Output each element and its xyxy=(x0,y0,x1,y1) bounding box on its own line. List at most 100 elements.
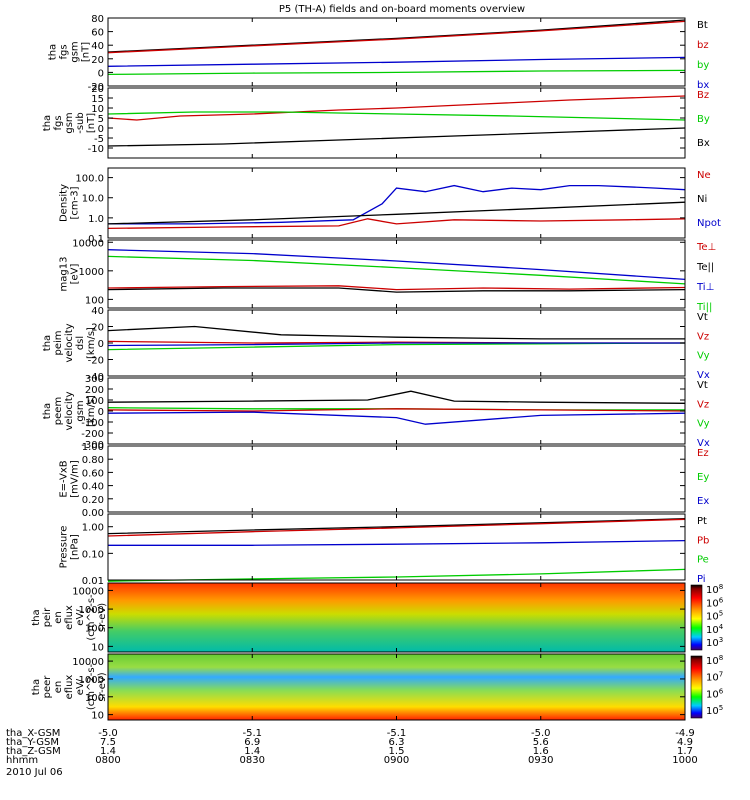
panel-7: 1.00 0.80 0.60 0.40 0.20 0.00 Ez Ey Ex E=-VxB [mV/… xyxy=(59,442,710,519)
footer-value: 5.6 xyxy=(533,737,549,748)
legend-entry: Te⊥ xyxy=(696,242,716,253)
y-tick-label: 0 xyxy=(98,124,104,135)
footer-date: 2010 Jul 06 xyxy=(6,767,63,778)
y-axis-label: [nPa] xyxy=(70,534,81,560)
colorbar-tick-label: 103 xyxy=(706,636,723,649)
y-axis-label: dsl xyxy=(75,336,86,350)
y-tick-label: 10 xyxy=(91,642,104,653)
panel-frame xyxy=(107,17,686,87)
series-line xyxy=(107,201,686,225)
y-axis-label: eflux xyxy=(64,605,75,630)
y-tick-label: -100 xyxy=(81,418,104,429)
legend-entry: Vx xyxy=(697,438,710,449)
y-axis-label: tha xyxy=(42,335,53,351)
y-tick-label: 0.60 xyxy=(82,468,104,479)
legend-entry: By xyxy=(697,114,710,125)
colorbar-tick-label: 108 xyxy=(706,654,723,667)
legend-entry: Ti|| xyxy=(696,302,712,313)
y-tick-label: -20 xyxy=(88,82,104,93)
panel-frame xyxy=(107,445,686,513)
y-axis-label: fgs xyxy=(59,44,70,59)
series-line xyxy=(107,390,686,404)
y-axis-label: velocity xyxy=(64,391,75,430)
panel-1: 80 60 40 20 0 -20 Bt bz by bx tha fgs gsm [nT] xyxy=(48,14,710,93)
y-tick-label: 100 xyxy=(85,396,104,407)
y-axis-label: [eV] xyxy=(70,264,81,285)
y-axis-label: sr-eV) xyxy=(97,672,108,701)
y-axis-label: Density xyxy=(59,184,70,222)
colorbar-tick-label: 108 xyxy=(706,583,723,596)
legend-entry: Te|| xyxy=(696,262,714,273)
footer-row-label: tha_Y-GSM xyxy=(6,737,59,748)
series-line xyxy=(107,411,686,425)
y-tick-label: 1000 xyxy=(79,267,104,278)
footer-value: -5.0 xyxy=(98,728,118,739)
footer-value: 1.4 xyxy=(100,746,116,757)
footer-value: 0830 xyxy=(240,755,265,766)
colorbar xyxy=(690,655,703,719)
series-line xyxy=(107,95,686,121)
legend-entry: Vt xyxy=(697,380,708,391)
y-tick-label: 0.10 xyxy=(82,549,104,560)
footer-value: 0800 xyxy=(95,755,120,766)
footer-value: -5.1 xyxy=(242,728,262,739)
legend-entry: Bt xyxy=(697,20,708,31)
y-axis-label: peim xyxy=(53,330,64,355)
y-tick-label: -10 xyxy=(88,144,104,155)
panel-3: 100.0 10.0 1.0 0.1 Ne Ni Npot Density [cm-3] xyxy=(59,167,721,245)
colorbar-tick-label: 106 xyxy=(706,596,724,609)
footer-value: 1.5 xyxy=(389,746,405,757)
legend-entry: Pe xyxy=(697,555,709,566)
y-tick-label: 300 xyxy=(85,374,104,385)
y-tick-label: 0.40 xyxy=(82,482,104,493)
footer-value: 0930 xyxy=(528,755,553,766)
footer-value: 4.9 xyxy=(677,737,693,748)
legend-entry: Bz xyxy=(697,90,709,101)
y-tick-label: 10 xyxy=(91,104,104,115)
y-axis-label: fgs xyxy=(53,115,64,130)
colorbar xyxy=(690,584,703,651)
footer-value: 6.9 xyxy=(244,737,260,748)
y-axis-label: [cm-3] xyxy=(70,186,81,219)
footer-value: -4.9 xyxy=(675,728,695,739)
y-axis-label: (cm^2-s- xyxy=(86,663,97,710)
y-axis-label: mag13 xyxy=(59,257,70,292)
series-line xyxy=(107,342,686,351)
footer-value: 1.7 xyxy=(677,746,693,757)
y-tick-label: 20 xyxy=(91,55,104,66)
series-line xyxy=(107,218,686,230)
y-tick-label: -300 xyxy=(81,440,104,451)
y-tick-label: 0 xyxy=(98,68,104,79)
y-axis-label: E=-VxB xyxy=(59,460,70,497)
panel-5: 40 20 0 -20 -40 Vt Vz Vy Vx tha peim velocity dsl [km… xyxy=(42,306,710,383)
y-axis-label: [mV/m] xyxy=(70,460,81,498)
series-line xyxy=(107,127,686,147)
figure-title: P5 (TH-A) fields and on-board moments ov… xyxy=(279,4,525,15)
series-line xyxy=(107,287,686,293)
y-tick-label: 80 xyxy=(91,14,104,25)
y-tick-label: 10000 xyxy=(72,657,104,668)
legend-entry: Vz xyxy=(697,331,709,342)
y-tick-label: 15 xyxy=(91,94,104,105)
y-tick-label: 1.0 xyxy=(88,214,104,225)
colorbar-tick-label: 105 xyxy=(706,610,723,623)
y-tick-label: -40 xyxy=(88,372,104,383)
y-axis-label: velocity xyxy=(64,323,75,362)
y-axis-label: -sub xyxy=(75,112,86,134)
legend-entry: Npot xyxy=(697,218,721,229)
y-tick-label: -200 xyxy=(81,429,104,440)
series-line xyxy=(107,20,686,54)
y-axis-label: eV/ xyxy=(75,609,86,626)
y-axis-label: en xyxy=(53,611,64,624)
footer-value: 1.4 xyxy=(244,746,260,757)
y-tick-label: 1.00 xyxy=(82,523,104,534)
legend-entry: Ni xyxy=(697,194,707,205)
spectrogram xyxy=(108,654,685,720)
series-line xyxy=(107,56,686,67)
y-axis-label: tha xyxy=(31,609,42,625)
footer-value: 7.5 xyxy=(100,737,116,748)
y-tick-label: 0.20 xyxy=(82,495,104,506)
y-axis-label: Pressure xyxy=(59,526,70,569)
y-axis-label: tha xyxy=(42,115,53,131)
legend-entry: Vt xyxy=(697,312,708,323)
